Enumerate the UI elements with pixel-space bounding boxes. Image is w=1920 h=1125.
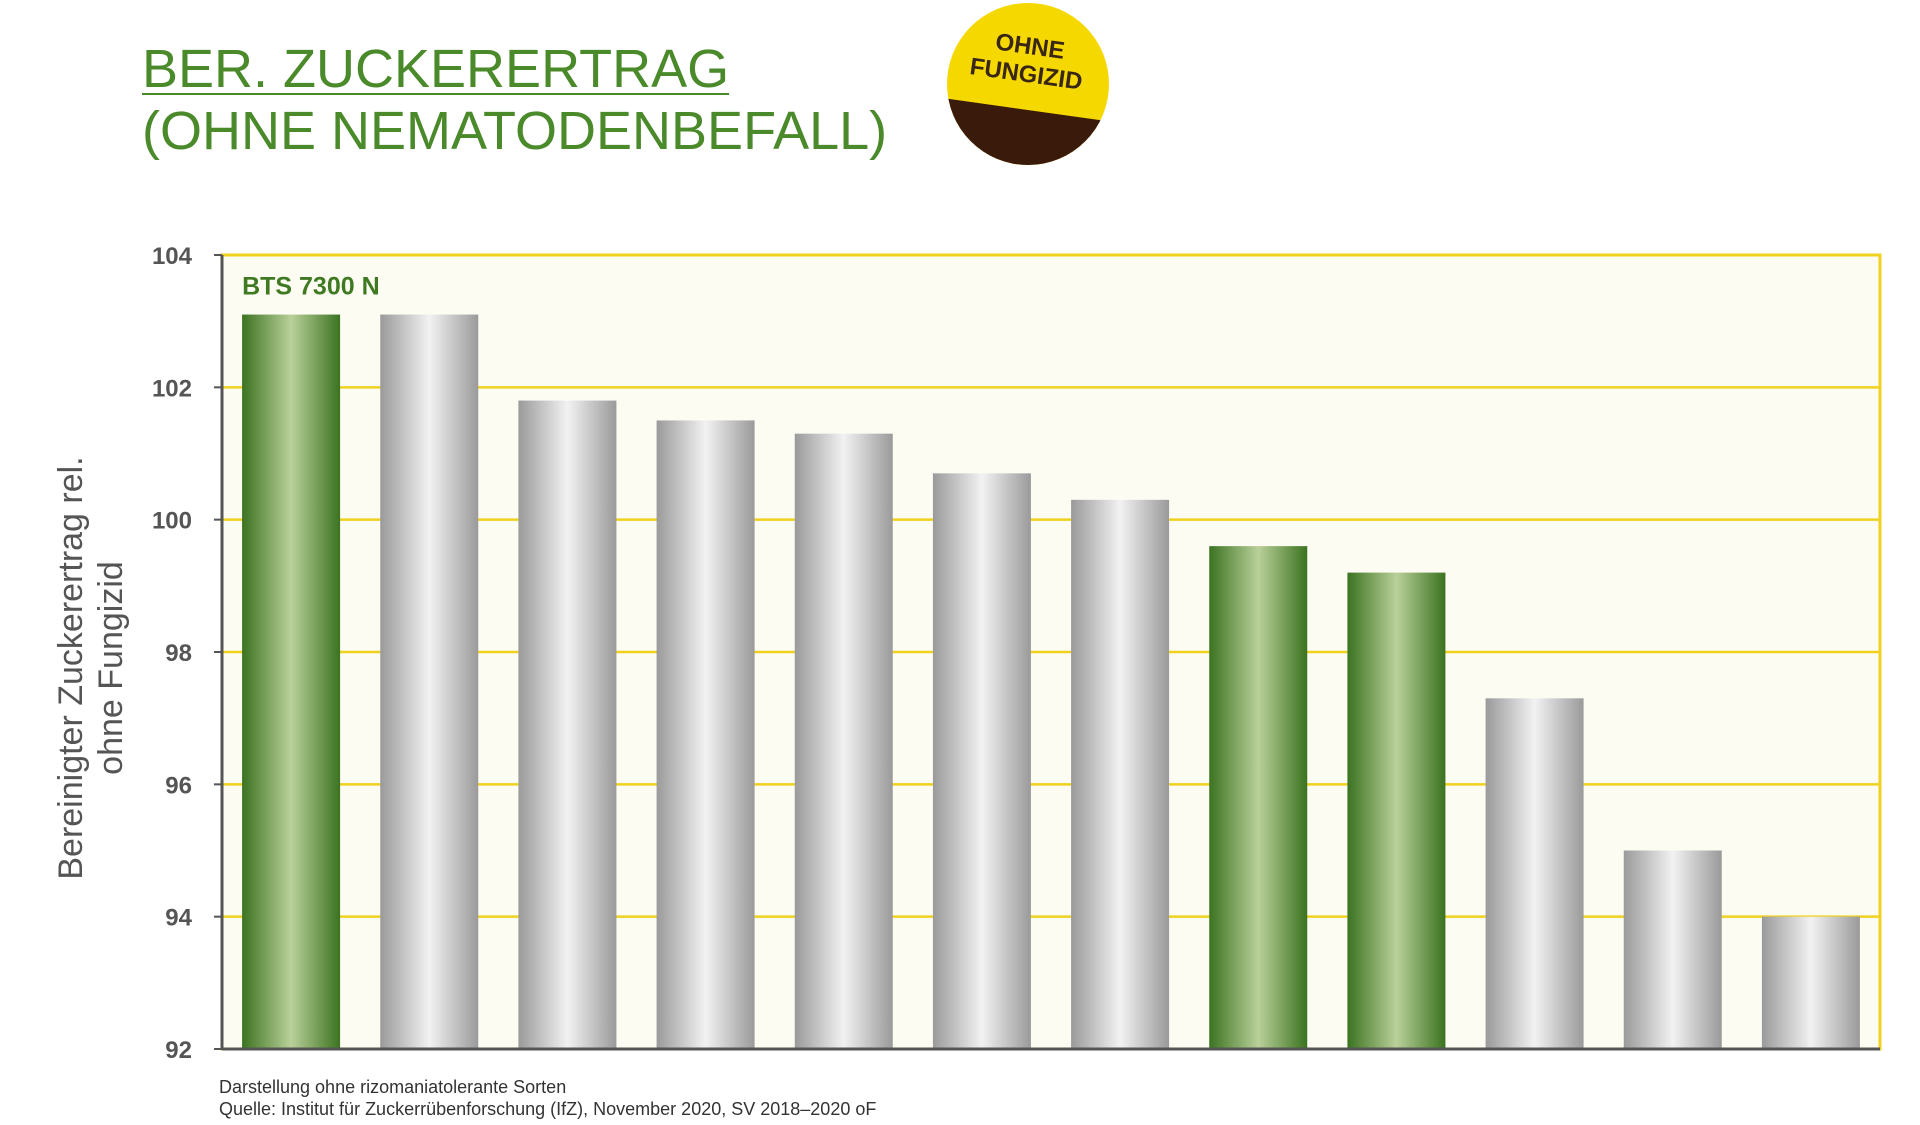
bars [242, 314, 1860, 1050]
y-tick-labels: 92 94 96 98 100 102 104 [152, 243, 222, 1064]
y-tick-label: 98 [165, 640, 192, 667]
bar [518, 400, 617, 1050]
bar-highlighted [1347, 572, 1446, 1049]
y-tick-label: 96 [165, 772, 192, 799]
ohne-fungizid-badge: OHNE FUNGIZID [947, 3, 1109, 165]
title-line-1: BER. ZUCKERERTRAG [142, 39, 730, 99]
footnote: Darstellung ohne rizomaniatolerante Sort… [219, 1076, 876, 1120]
y-tick-label: 102 [152, 375, 192, 402]
bar [656, 420, 755, 1050]
bar [1071, 499, 1170, 1050]
footnote-line-1: Darstellung ohne rizomaniatolerante Sort… [219, 1077, 567, 1097]
y-tick-label: 94 [165, 905, 192, 932]
bar-highlighted [242, 314, 341, 1049]
y-tick-label: 104 [152, 243, 193, 270]
y-tick-label: 100 [152, 508, 192, 535]
bar [1623, 850, 1722, 1049]
bar-annotation: BTS 7300 N [242, 273, 380, 301]
bar-highlighted [1209, 546, 1308, 1049]
bar [932, 473, 1031, 1050]
title-line-2: (OHNE NEMATODENBEFALL) [142, 101, 888, 161]
footnote-line-2: Quelle: Institut für Zuckerrübenforschun… [219, 1099, 877, 1119]
y-tick-label: 92 [165, 1037, 192, 1064]
bar [380, 314, 479, 1049]
bar [1485, 698, 1584, 1049]
gridlines [222, 386, 1880, 918]
bar [1761, 916, 1860, 1049]
chart-title: BER. ZUCKERERTRAG (OHNE NEMATODENBEFALL) [142, 38, 887, 162]
bar [794, 433, 893, 1049]
